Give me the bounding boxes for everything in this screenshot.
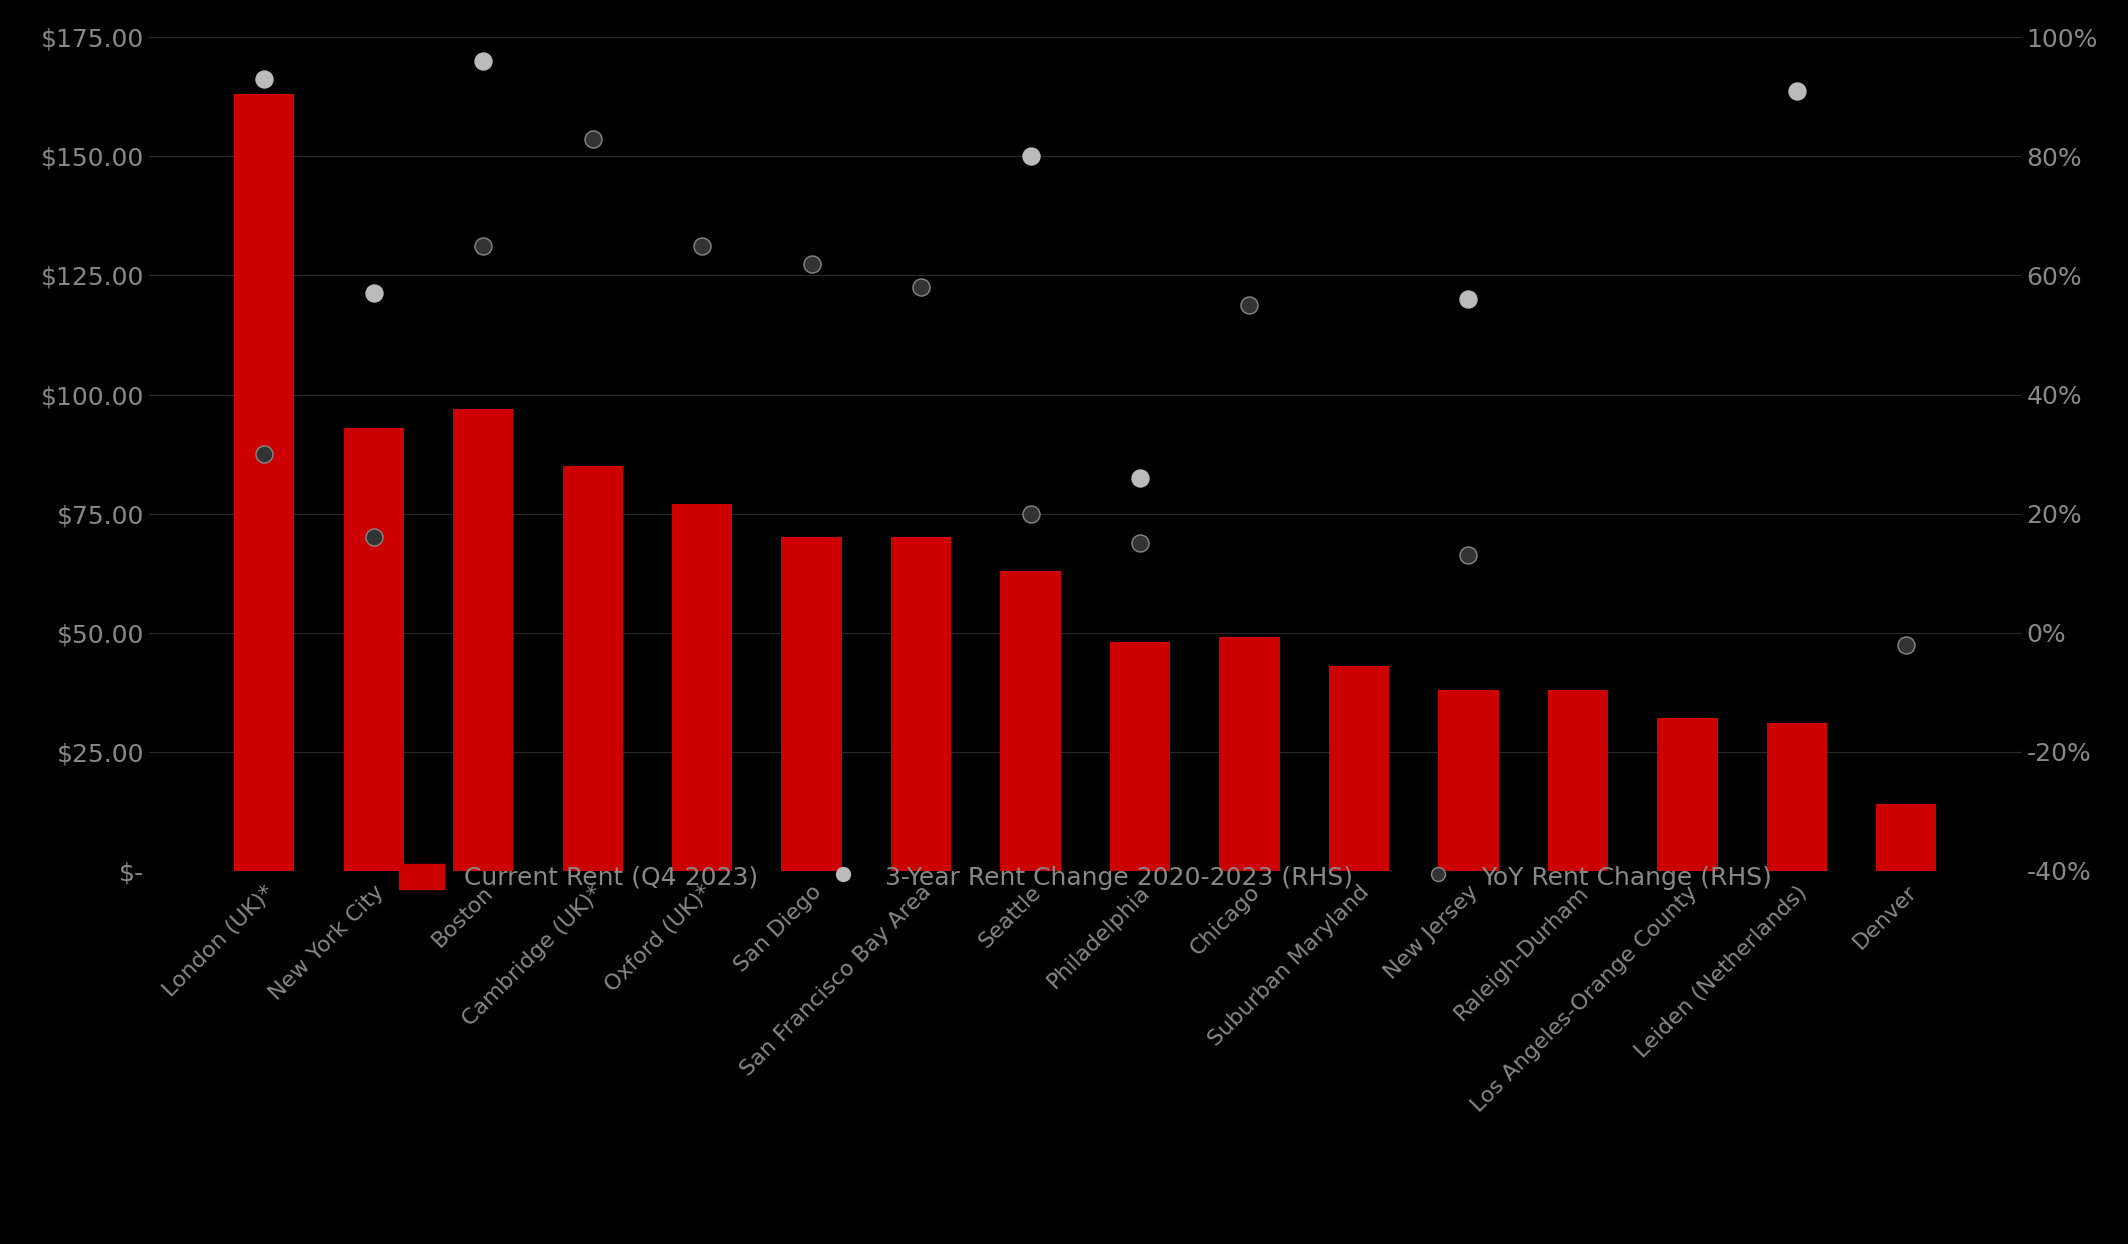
Bar bbox=[1328, 666, 1390, 871]
Legend: Current Rent (Q4 2023), 3-Year Rent Change 2020-2023 (RHS), YoY Rent Change (RHS: Current Rent (Q4 2023), 3-Year Rent Chan… bbox=[389, 853, 1781, 899]
Bar bbox=[1439, 690, 1498, 871]
Bar bbox=[1766, 723, 1828, 871]
Point bbox=[358, 527, 392, 547]
Point bbox=[685, 236, 719, 256]
Bar bbox=[672, 504, 732, 871]
Bar bbox=[1111, 642, 1170, 871]
Bar bbox=[1000, 571, 1060, 871]
Point bbox=[1232, 295, 1266, 315]
Point bbox=[1124, 534, 1158, 554]
Point bbox=[1890, 634, 1924, 654]
Point bbox=[466, 51, 500, 71]
Bar bbox=[562, 466, 624, 871]
Bar bbox=[234, 95, 294, 871]
Bar bbox=[1219, 637, 1279, 871]
Bar bbox=[781, 537, 843, 871]
Point bbox=[358, 284, 392, 304]
Point bbox=[575, 128, 609, 148]
Bar bbox=[453, 409, 513, 871]
Point bbox=[247, 68, 281, 88]
Point bbox=[1451, 290, 1485, 310]
Point bbox=[904, 277, 938, 297]
Point bbox=[1779, 81, 1813, 101]
Point bbox=[1013, 147, 1047, 167]
Bar bbox=[1877, 804, 1936, 871]
Point bbox=[794, 254, 828, 274]
Point bbox=[1124, 468, 1158, 488]
Bar bbox=[343, 428, 404, 871]
Point bbox=[466, 236, 500, 256]
Point bbox=[247, 444, 281, 464]
Point bbox=[1451, 545, 1485, 565]
Bar bbox=[892, 537, 951, 871]
Bar bbox=[1658, 718, 1717, 871]
Point bbox=[1013, 504, 1047, 524]
Bar bbox=[1547, 690, 1609, 871]
